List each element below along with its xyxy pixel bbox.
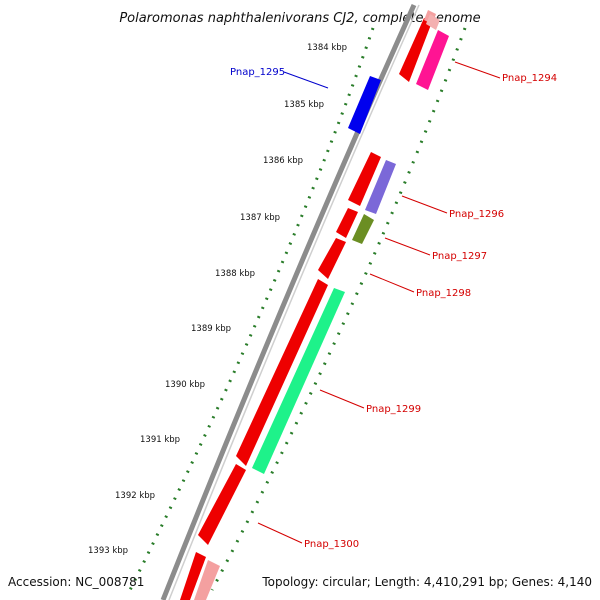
- tick-label: 1392 kbp: [115, 491, 155, 501]
- gene-block-pnap-1294: [416, 30, 449, 90]
- leader-line: [283, 71, 329, 89]
- gene-block-pnap-1296: [365, 160, 396, 214]
- cds-block: [399, 18, 432, 82]
- outer-tick-track: [128, 27, 375, 591]
- gene-label-pnap-1296: Pnap_1296: [449, 209, 504, 220]
- tick-label: 1391 kbp: [140, 435, 180, 445]
- leader-line: [401, 195, 448, 214]
- gene-label-pnap-1297: Pnap_1297: [432, 251, 487, 262]
- gene-block-pnap-1297: [352, 214, 374, 244]
- topology-summary: Topology: circular; Length: 4,410,291 bp…: [261, 575, 592, 589]
- tick-labels: 1384 kbp 1385 kbp 1386 kbp 1387 kbp 1388…: [88, 43, 347, 556]
- gene-label-pnap-1300: Pnap_1300: [304, 539, 359, 550]
- cds-block: [180, 552, 206, 600]
- leader-line: [384, 237, 431, 256]
- gene-label-pnap-1298: Pnap_1298: [416, 288, 471, 299]
- cds-block: [318, 238, 346, 279]
- leader-line: [319, 389, 365, 409]
- leader-lines: [257, 61, 501, 544]
- tick-label: 1387 kbp: [240, 213, 280, 223]
- leader-line: [369, 273, 415, 293]
- inner-tick-track: [210, 27, 467, 591]
- gene-labels: Pnap_1294 Pnap_1295 Pnap_1296 Pnap_1297 …: [230, 67, 557, 550]
- tick-label: 1388 kbp: [215, 269, 255, 279]
- map-title: Polaromonas naphthalenivorans CJ2, compl…: [119, 11, 480, 26]
- leader-line: [454, 61, 501, 79]
- cds-block: [198, 464, 246, 545]
- accession-text: Accession: NC_008781: [8, 575, 144, 589]
- gene-label-pnap-1294: Pnap_1294: [502, 73, 557, 84]
- gene-track: [194, 14, 449, 600]
- cds-block: [236, 279, 328, 466]
- gene-label-pnap-1295: Pnap_1295: [230, 67, 285, 78]
- cds-block: [336, 208, 358, 238]
- cds-track: [180, 10, 436, 600]
- gene-block-pnap-1294-cap: [426, 14, 440, 30]
- tick-label: 1384 kbp: [307, 43, 347, 53]
- gene-label-pnap-1299: Pnap_1299: [366, 404, 421, 415]
- tick-label: 1385 kbp: [284, 100, 324, 110]
- gene-block-pnap-1299: [252, 288, 345, 474]
- genome-backbone-highlight: [168, 4, 420, 600]
- tick-label: 1386 kbp: [263, 156, 303, 166]
- gene-block-pnap-1300-light: [194, 560, 220, 600]
- leader-line: [257, 522, 303, 544]
- tick-label: 1393 kbp: [88, 546, 128, 556]
- tick-label: 1390 kbp: [165, 380, 205, 390]
- genome-backbone: [160, 3, 417, 600]
- tick-label: 1389 kbp: [191, 324, 231, 334]
- gene-block-pnap-1295: [348, 76, 381, 134]
- cds-block: [348, 152, 381, 206]
